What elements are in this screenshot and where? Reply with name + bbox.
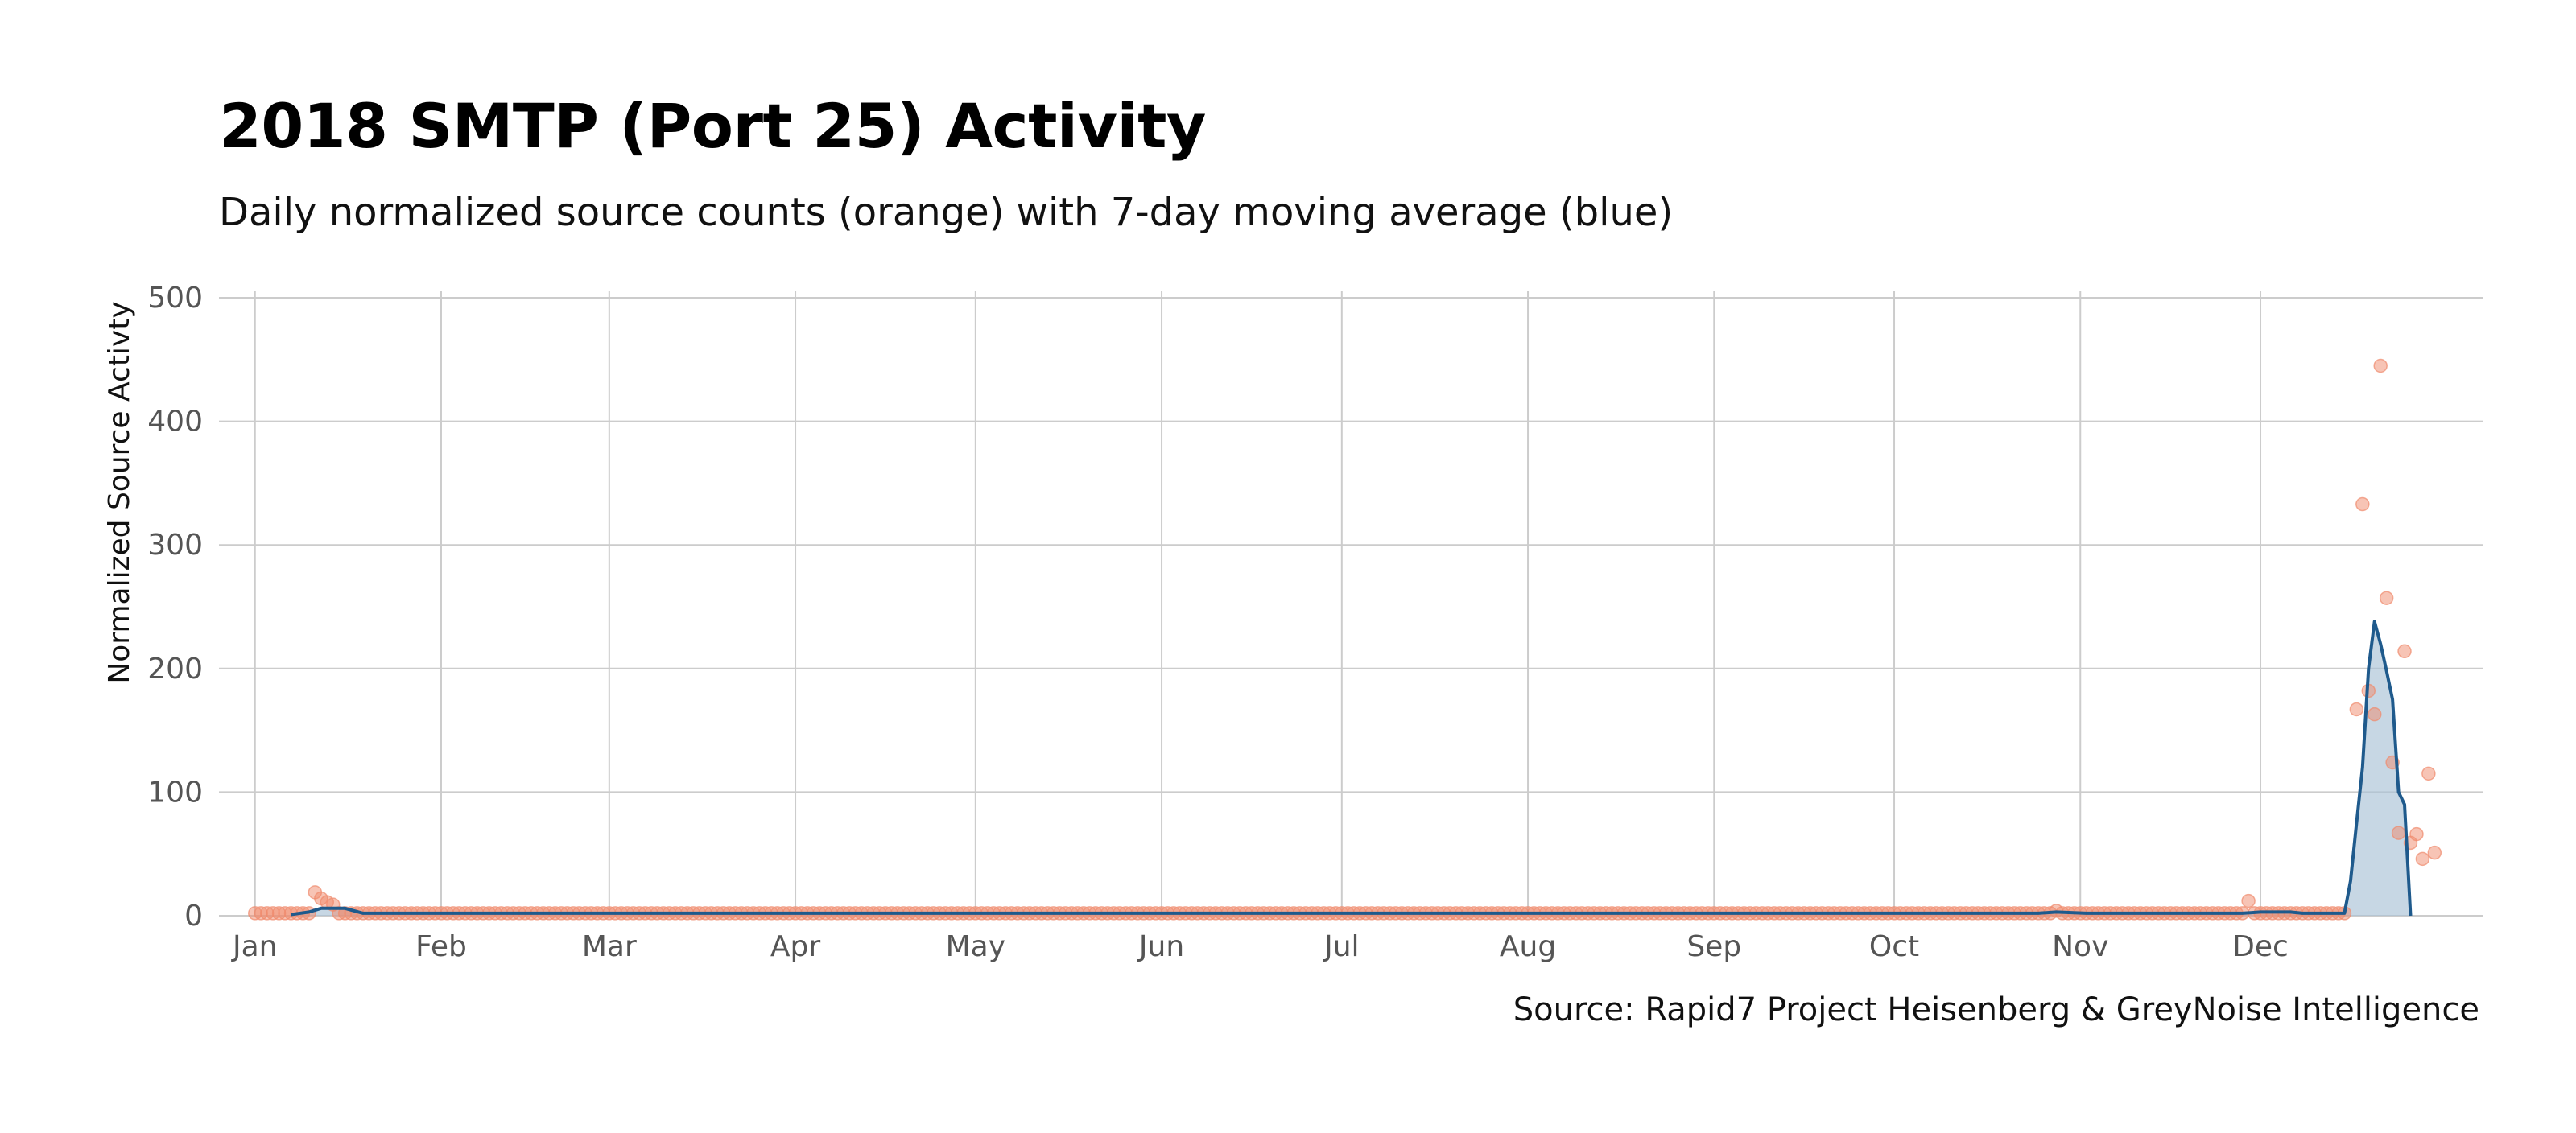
x-tick-label: Dec [2232, 930, 2289, 963]
daily-point [2367, 707, 2382, 722]
daily-point [2409, 826, 2424, 842]
y-tick-label: 300 [147, 529, 203, 562]
chart-caption: Source: Rapid7 Project Heisenberg & Grey… [1513, 991, 2479, 1028]
x-tick-label: Nov [2052, 930, 2108, 963]
y-tick-label: 200 [147, 653, 203, 686]
moving-average-line [291, 620, 2413, 917]
x-tick-label: Mar [582, 930, 637, 963]
chart-title: 2018 SMTP (Port 25) Activity [219, 90, 1206, 162]
daily-point [2373, 358, 2388, 373]
x-tick-labels: Jan Feb Mar Apr May Jun Jul Aug Sep Oct Nov Dec [231, 930, 2289, 963]
daily-point [2355, 496, 2370, 512]
x-tick-label: Jan [231, 930, 278, 963]
x-tick-label: Apr [770, 930, 820, 963]
x-tick-label: Sep [1686, 930, 1741, 963]
daily-point [2415, 851, 2430, 867]
daily-point [2241, 893, 2256, 908]
daily-point [2349, 702, 2364, 717]
daily-point [2391, 826, 2406, 840]
x-tick-label: May [946, 930, 1005, 963]
x-tick-label: Jul [1323, 930, 1359, 963]
y-tick-labels: 0 100 200 300 400 500 [147, 282, 203, 933]
daily-points [248, 358, 2442, 921]
y-tick-label: 400 [147, 406, 203, 439]
daily-point [2421, 766, 2436, 781]
x-tick-label: Oct [1869, 930, 1919, 963]
moving-average-line-group [291, 620, 2413, 917]
x-tick-label: Aug [1500, 930, 1556, 963]
y-tick-label: 500 [147, 282, 203, 315]
x-tick-label: Jun [1137, 930, 1184, 963]
daily-point [2379, 591, 2394, 605]
grid-lines [219, 291, 2483, 917]
y-tick-label: 0 [184, 900, 203, 933]
chart-subtitle: Daily normalized source counts (orange) … [219, 190, 1674, 235]
x-tick-label: Feb [415, 930, 467, 963]
daily-point [2427, 845, 2442, 860]
y-tick-label: 100 [147, 776, 203, 809]
y-axis-title: Normalized Source Activty [103, 301, 136, 683]
daily-point [2397, 644, 2412, 659]
